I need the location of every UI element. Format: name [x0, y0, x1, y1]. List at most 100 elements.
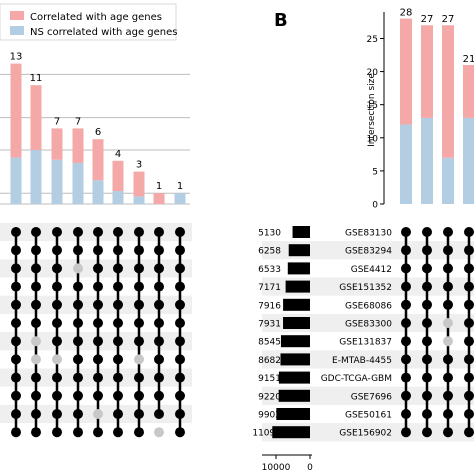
- a-bar-ns: [10, 157, 22, 204]
- a-matrix-dot-inactive: [154, 427, 164, 438]
- a-bar-value-label: 13: [10, 52, 23, 63]
- a-bar-ns: [30, 150, 42, 204]
- a-bar-correlated: [92, 139, 104, 181]
- set-size-bar: [287, 262, 310, 275]
- b-matrix-stripe: [262, 423, 474, 442]
- a-matrix-dot-active: [154, 227, 164, 237]
- a-matrix-dot-active: [73, 318, 83, 328]
- b-matrix-dot-active: [464, 263, 474, 274]
- a-bar-correlated: [72, 128, 84, 163]
- a-matrix-dot-active: [11, 263, 21, 274]
- b-matrix-dot-active: [443, 263, 453, 274]
- a-matrix-dot-active: [134, 263, 144, 274]
- a-matrix-dot-active: [52, 245, 62, 256]
- b-matrix-dot-active: [422, 245, 432, 256]
- legend-label-ns: NS correlated with age genes: [30, 27, 178, 38]
- a-matrix-dot-active: [175, 245, 185, 256]
- b-y-tick-label: 5: [372, 167, 378, 177]
- a-matrix-dot-active: [175, 318, 185, 328]
- a-matrix-dot-active: [175, 263, 185, 274]
- a-matrix-dot-active: [11, 390, 21, 401]
- set-size-label: 9902: [258, 411, 281, 421]
- b-bar-correlated: [463, 64, 474, 118]
- a-matrix-dot-active: [93, 372, 103, 383]
- a-matrix-dot-active: [31, 427, 41, 438]
- a-matrix-dot-active: [52, 281, 62, 292]
- b-matrix-dot-active: [422, 372, 432, 383]
- set-size-bar: [283, 317, 310, 329]
- a-matrix-dot-active: [175, 227, 185, 237]
- a-matrix-dot-active: [93, 245, 103, 256]
- a-bar-ns: [133, 196, 145, 204]
- set-size-label: 9220: [258, 392, 281, 402]
- a-matrix-dot-active: [73, 372, 83, 383]
- b-matrix-dot-active: [464, 245, 474, 256]
- b-matrix-dot-active: [443, 354, 453, 365]
- a-matrix-dot-active: [11, 427, 21, 438]
- b-matrix-dot-active: [401, 372, 411, 383]
- set-size-label: 5130: [258, 229, 281, 239]
- b-matrix-dot-active: [422, 409, 432, 419]
- b-matrix-dot-active: [401, 427, 411, 438]
- b-matrix-dot-active: [464, 427, 474, 438]
- a-matrix-dot-active: [52, 409, 62, 419]
- a-matrix-dot-active: [31, 299, 41, 310]
- a-matrix-dot-active: [11, 227, 21, 237]
- a-matrix-dot-active: [73, 227, 83, 237]
- b-bar-value-label: 27: [421, 14, 434, 25]
- b-bar-value-label: 27: [442, 14, 455, 25]
- a-bar-value-label: 11: [30, 73, 43, 84]
- b-matrix-dot-active: [401, 409, 411, 419]
- b-matrix-stripe: [262, 277, 474, 296]
- a-matrix-dot-active: [52, 227, 62, 237]
- a-bar-value-label: 4: [115, 149, 121, 160]
- a-bar-correlated: [51, 128, 63, 160]
- set-size-label: 9151: [258, 374, 281, 384]
- b-matrix-dot-active: [464, 227, 474, 237]
- legend: Correlated with age genes NS correlated …: [0, 3, 178, 41]
- a-matrix-dot-active: [175, 427, 185, 438]
- a-matrix-dot-active: [113, 263, 123, 274]
- set-size-label: 6258: [258, 247, 281, 257]
- a-matrix-dot-active: [175, 336, 185, 347]
- a-matrix-dot-active: [175, 299, 185, 310]
- set-size-bar: [280, 335, 310, 348]
- a-matrix-dot-active: [113, 281, 123, 292]
- a-matrix-dot-active: [134, 336, 144, 347]
- b-bar-ns: [421, 117, 433, 204]
- b-matrix-dot-active: [464, 299, 474, 310]
- a-matrix-dot-active: [11, 372, 21, 383]
- a-bar-correlated: [133, 171, 145, 197]
- set-size-label: 7916: [258, 301, 281, 311]
- a-bar-ns: [92, 180, 104, 204]
- set-name-label: GSE83294: [345, 247, 392, 257]
- a-matrix-dot-inactive: [31, 354, 41, 365]
- a-matrix-dot-active: [73, 390, 83, 401]
- a-matrix-dot-active: [134, 318, 144, 328]
- a-matrix-dot-active: [31, 245, 41, 256]
- a-matrix-dot-active: [113, 372, 123, 383]
- a-matrix-dot-inactive: [52, 354, 62, 365]
- a-matrix-dot-active: [73, 336, 83, 347]
- set-size-bar: [292, 226, 310, 238]
- a-matrix-dot-active: [154, 354, 164, 365]
- b-matrix-dot-active: [464, 372, 474, 383]
- b-bar-correlated: [442, 25, 454, 158]
- a-matrix-dot-active: [134, 281, 144, 292]
- a-matrix-dot-active: [154, 245, 164, 256]
- a-matrix-dot-active: [11, 409, 21, 419]
- set-size-bar: [280, 353, 310, 366]
- set-name-label: GSE83300: [345, 320, 392, 330]
- a-matrix-dot-active: [93, 427, 103, 438]
- b-matrix-dot-active: [401, 245, 411, 256]
- a-matrix-dot-active: [52, 318, 62, 328]
- a-matrix-dot-active: [31, 318, 41, 328]
- set-size-bar: [285, 280, 310, 293]
- a-matrix-dot-active: [113, 245, 123, 256]
- a-matrix-dot-inactive: [31, 336, 41, 347]
- panel-b-label: B: [274, 10, 288, 31]
- a-bar-ns: [112, 191, 124, 204]
- set-name-label: GSE83130: [345, 229, 392, 239]
- a-matrix-dot-active: [52, 390, 62, 401]
- set-size-bar: [272, 426, 310, 439]
